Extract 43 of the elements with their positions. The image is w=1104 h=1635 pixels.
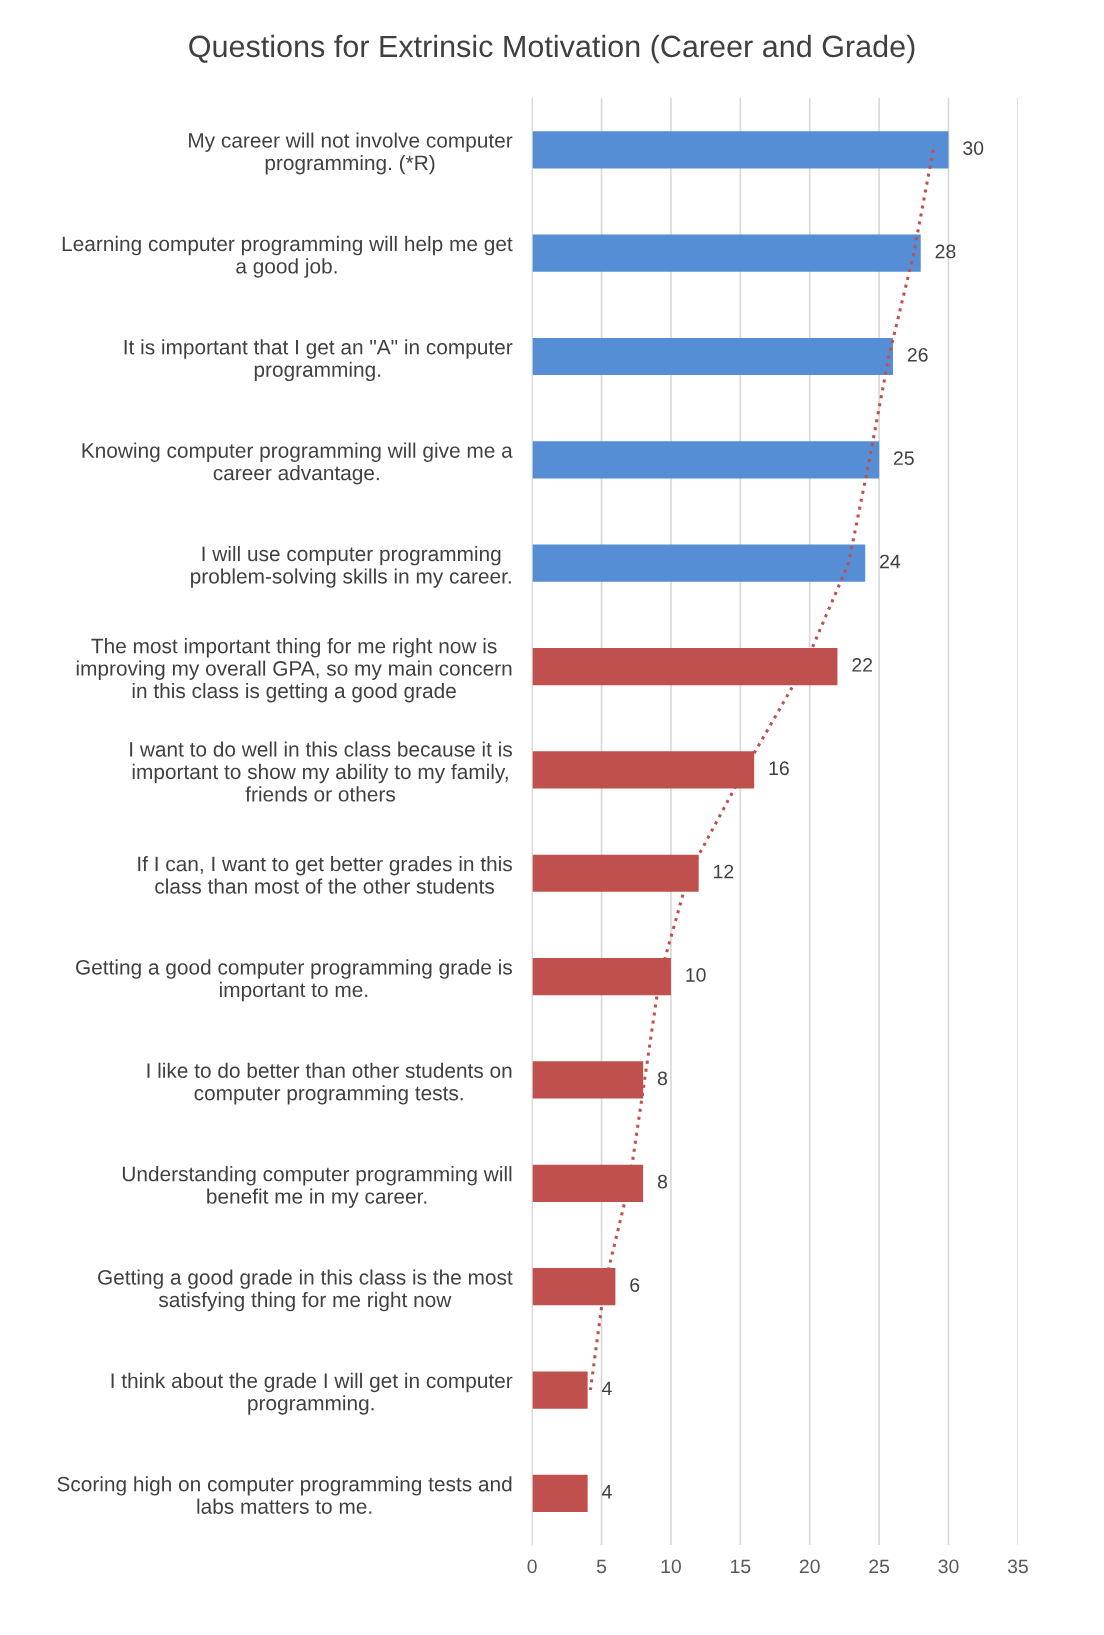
data-label: 8 xyxy=(657,1071,668,1086)
x-tick-label: 20 xyxy=(799,1559,820,1574)
y-tick-label: My career will not involve computer programming. (*R) xyxy=(189,132,513,175)
y-tick-label: Learning computer programming will help me get a good job. xyxy=(62,235,513,278)
x-tick-label: 5 xyxy=(596,1559,607,1574)
data-label: 16 xyxy=(769,761,789,776)
x-tick-label: 15 xyxy=(730,1559,751,1574)
data-label: 22 xyxy=(852,658,872,672)
data-label: 12 xyxy=(714,864,734,879)
y-tick-label: Getting a good computer programming grade is important to me. xyxy=(76,959,512,1002)
data-label: 30 xyxy=(963,141,984,155)
bar xyxy=(532,544,866,582)
y-tick-label: Scoring high on computer programming tests and labs matters to me. xyxy=(57,1476,512,1514)
x-tick-label: 10 xyxy=(661,1559,681,1574)
data-label: 4 xyxy=(601,1485,612,1499)
data-label: 6 xyxy=(630,1278,640,1292)
y-tick-label: Knowing computer programming will give me a career advantage. xyxy=(82,442,513,485)
bar xyxy=(532,131,949,169)
y-tick-label: Understanding computer programming will benefit me in my career. xyxy=(122,1166,512,1208)
data-label: 24 xyxy=(880,554,901,569)
y-tick-label: I like to do better than other students on computer programming tests. xyxy=(147,1062,512,1105)
data-label: 8 xyxy=(657,1174,668,1189)
bar xyxy=(532,337,893,376)
y-tick-label: I think about the grade I will get in computer programming. xyxy=(111,1372,513,1415)
data-label: 4 xyxy=(601,1381,612,1396)
y-tick-label: Getting a good grade in this class is the most satisfying thing for me right now xyxy=(98,1269,513,1312)
x-tick-label: 25 xyxy=(869,1559,890,1574)
data-label: 25 xyxy=(893,451,914,466)
x-tick-label: 35 xyxy=(1007,1559,1028,1574)
y-tick-label: It is important that I get an "A" in computer programming. xyxy=(124,339,513,382)
data-label: 26 xyxy=(907,347,928,362)
y-tick-label: If I can, I want to get better grades in this class than most of the other students xyxy=(138,856,512,894)
data-label: 28 xyxy=(935,244,956,259)
x-tick-label: 0 xyxy=(527,1559,537,1574)
bar xyxy=(532,1474,588,1512)
y-tick-label: The most important thing for me right now is improving my overall GPA, so my main concern in this class is getting a good grade xyxy=(76,638,512,703)
bar xyxy=(532,441,880,479)
y-tick-label: I want to do well in this class because it is important to show my ability to my family, friends or others xyxy=(130,741,512,802)
bar xyxy=(532,234,921,272)
data-label: 10 xyxy=(686,968,706,982)
chart-title: Questions for Extrinsic Motivation (Career and Grade) xyxy=(189,34,915,64)
x-tick-label: 30 xyxy=(938,1559,959,1574)
y-tick-label: I will use computer programming problem-solving skills in my career. xyxy=(191,545,511,588)
